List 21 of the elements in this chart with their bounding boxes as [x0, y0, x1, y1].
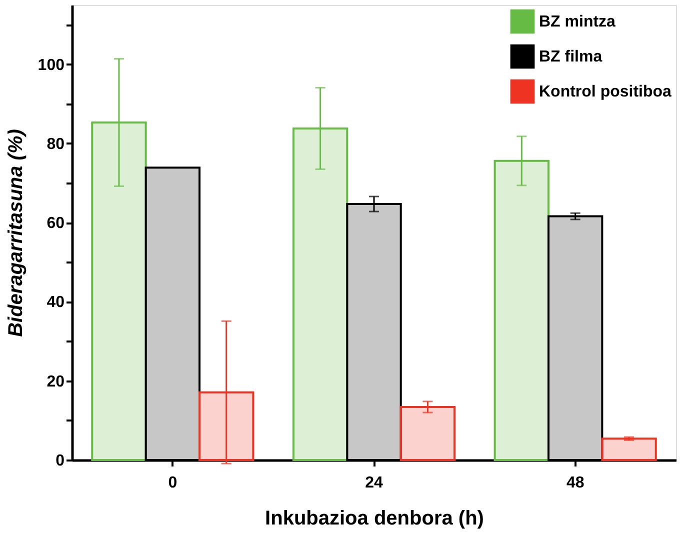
- bar: [494, 160, 550, 461]
- y-tick-label: 60: [46, 215, 65, 232]
- y-tick-label: 20: [46, 373, 65, 390]
- bar: [292, 127, 348, 461]
- bar: [601, 438, 657, 461]
- x-tick-label: 48: [566, 474, 584, 492]
- y-tick-label: 0: [56, 452, 65, 470]
- y-tick-label: 40: [46, 294, 65, 312]
- bar: [400, 406, 456, 461]
- x-axis-title: Inkubazioa denbora (h): [265, 508, 484, 530]
- x-tick-label: 0: [168, 474, 178, 492]
- legend-label: BZ mintza: [539, 14, 616, 30]
- y-axis-title: Bideragarritasuna (%): [4, 128, 27, 337]
- y-tick-label: 100: [38, 56, 65, 74]
- bar: [91, 122, 147, 461]
- y-tick-label: 80: [46, 136, 65, 153]
- bar: [144, 166, 201, 461]
- bar: [346, 203, 402, 461]
- legend-label: BZ filma: [539, 48, 602, 66]
- legend-label: Kontrol positiboa: [539, 84, 672, 100]
- x-tick-label: 24: [365, 474, 383, 492]
